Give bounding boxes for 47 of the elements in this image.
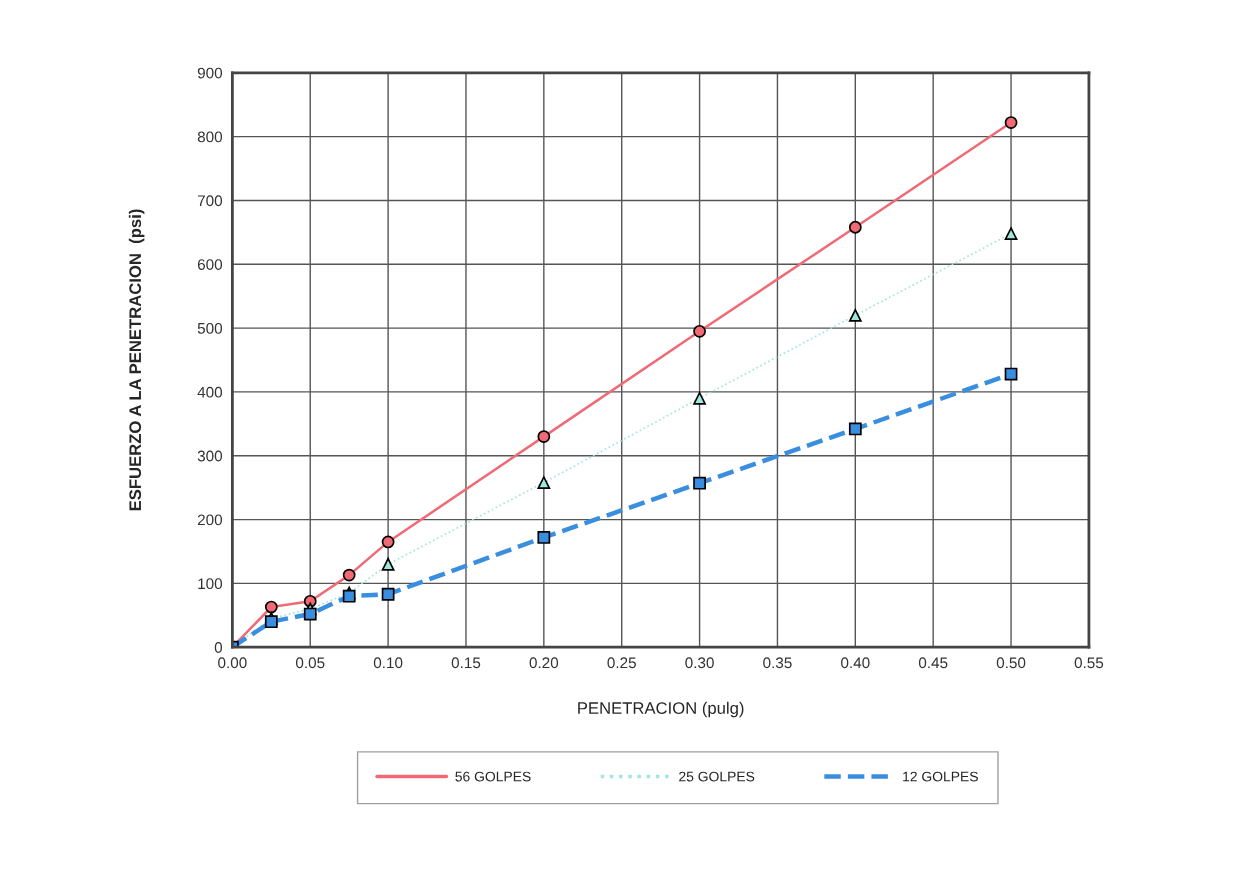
x-tick-label: 0.55 [1074, 657, 1104, 669]
x-tick-label: 0.45 [918, 657, 948, 669]
x-tick-label: 0.25 [607, 657, 636, 669]
x-tick-label: 0.20 [529, 657, 559, 669]
x-tick-label: 0.50 [996, 657, 1026, 669]
y-tick-label: 500 [197, 322, 223, 334]
legend-label: 12 GOLPES [903, 771, 978, 782]
y-tick-label: 900 [197, 67, 223, 79]
point [537, 476, 551, 489]
point [342, 589, 356, 603]
y-tick-label: 600 [197, 259, 223, 270]
y-tick-label: 400 [197, 386, 223, 398]
x-tick-label: 0.05 [295, 657, 325, 669]
x-tick-label: 0.10 [373, 657, 403, 669]
y-tick-label: 100 [198, 578, 223, 590]
y-axis-title: ESFUERZO A LA PENETRACION (psi) [128, 209, 145, 511]
point [693, 391, 706, 405]
point [303, 607, 317, 621]
point [693, 476, 706, 490]
point [848, 308, 862, 322]
y-tick-label: 700 [197, 195, 223, 207]
x-axis-title: PENETRACION (pulg) [578, 701, 744, 718]
y-tick-label: 200 [197, 514, 223, 526]
point [1004, 367, 1018, 381]
point [537, 531, 551, 544]
x-tick-label: 0.00 [218, 657, 247, 669]
point [1004, 116, 1018, 129]
y-tick-label: 0 [214, 642, 223, 653]
x-tick-label: 0.15 [451, 657, 481, 669]
point [381, 587, 395, 601]
y-tick-label: 300 [197, 450, 223, 462]
point [381, 535, 395, 549]
point [381, 557, 395, 571]
legend-label: 56 GOLPES [455, 771, 531, 782]
point [1004, 227, 1018, 241]
legend-label: 25 GOLPES [679, 771, 755, 782]
x-tick-label: 0.30 [685, 657, 714, 669]
y-tick-label: 800 [197, 131, 223, 143]
point [848, 220, 862, 234]
point [264, 615, 278, 629]
point [537, 430, 551, 443]
point [848, 422, 862, 436]
point [342, 568, 356, 582]
x-tick-label: 0.40 [841, 657, 870, 669]
x-tick-label: 0.35 [763, 657, 792, 669]
point [693, 324, 706, 338]
point [264, 600, 278, 614]
